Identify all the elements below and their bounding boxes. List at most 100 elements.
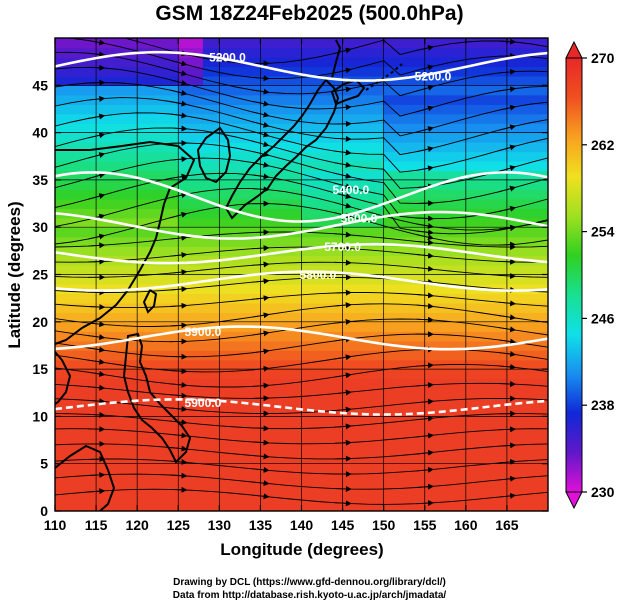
streamline-arrow <box>252 100 270 107</box>
streamline-arrow <box>498 326 517 333</box>
streamline-arrow <box>498 144 517 152</box>
streamline-arrow <box>252 348 270 355</box>
y-tick-label: 0 <box>40 503 48 519</box>
streamline-arrow <box>498 68 517 75</box>
streamline-arrow <box>416 105 434 113</box>
x-tick-label: 145 <box>331 517 355 533</box>
y-tick-label: 30 <box>32 219 48 235</box>
streamline-arrow <box>252 278 270 285</box>
grid-lines <box>55 38 548 511</box>
streamline <box>55 488 548 505</box>
height-contour-line <box>55 50 548 82</box>
streamline-arrow <box>416 64 434 71</box>
streamline-arrow <box>416 449 434 456</box>
x-tick-label: 155 <box>413 517 437 533</box>
coastline-indochina <box>55 351 72 405</box>
streamline-arrow <box>416 500 434 507</box>
streamline-arrow <box>87 233 106 240</box>
streamline-arrow <box>252 186 270 193</box>
x-tick-label: 130 <box>208 517 232 533</box>
streamline-arrow <box>169 432 188 439</box>
streamline <box>55 458 548 475</box>
streamline-arrow <box>334 67 352 74</box>
streamline-arrow <box>334 259 352 266</box>
streamline-arrow <box>416 252 434 259</box>
streamline-arrow <box>87 411 106 418</box>
streamline-arrow <box>416 415 434 422</box>
streamline-arrow <box>169 286 188 293</box>
streamline-arrow <box>87 398 106 405</box>
contour-label: 5400.0 <box>332 183 369 197</box>
streamline-arrow <box>498 124 517 131</box>
streamline-arrow <box>169 252 188 258</box>
coastline <box>55 39 403 511</box>
streamline-arrow <box>416 466 434 473</box>
streamline-arrow <box>252 150 270 158</box>
streamline-arrow <box>416 265 434 272</box>
streamline-arrow <box>416 483 434 490</box>
streamline <box>55 303 548 327</box>
streamline <box>55 397 548 415</box>
streamline-arrow <box>498 273 517 279</box>
x-tick-label: 115 <box>85 517 108 533</box>
streamline-arrow <box>169 486 188 493</box>
streamline-arrow <box>416 126 434 133</box>
streamline-arrow <box>416 316 434 323</box>
streamline-arrow <box>87 303 106 310</box>
streamline <box>55 363 548 388</box>
streamline-arrow <box>87 384 106 391</box>
streamline-arrow <box>498 241 517 248</box>
streamline-arrow <box>334 302 352 309</box>
streamline-arrow <box>416 146 434 153</box>
streamline-arrow <box>498 380 517 387</box>
y-tick-label: 45 <box>32 77 48 93</box>
streamline <box>55 318 548 343</box>
streamline-arrow <box>87 321 106 328</box>
streamline-arrow <box>416 165 434 172</box>
streamline-arrow <box>169 125 188 132</box>
streamline-arrow <box>87 370 106 377</box>
x-tick-label: 150 <box>372 517 396 533</box>
streamline-arrow <box>498 458 517 465</box>
streamline-arrow <box>498 205 517 212</box>
streamline-arrow <box>88 29 104 33</box>
y-tick-label: 5 <box>40 456 48 472</box>
streamline-arrow <box>334 406 352 413</box>
streamline-arrow <box>87 152 106 159</box>
streamline-arrow <box>87 172 106 180</box>
streamline-arrow <box>498 165 517 172</box>
streamline-arrow <box>334 172 352 179</box>
streamline-arrow <box>169 406 188 413</box>
streamline-arrow <box>252 365 270 372</box>
streamline-arrow <box>252 121 270 128</box>
streamline <box>55 112 548 173</box>
streamline-arrow <box>87 51 106 58</box>
streamline-arrow <box>498 338 517 345</box>
streamline <box>55 333 548 358</box>
streamline-arrow <box>416 292 434 299</box>
height-contour-line <box>55 210 548 240</box>
streamline-arrow <box>169 59 188 67</box>
streamline-arrow <box>169 112 188 119</box>
colorbar-tick-label: 254 <box>591 224 615 240</box>
streamline-arrow <box>416 200 434 207</box>
x-tick-label: 135 <box>249 517 273 533</box>
x-axis-ticks: 110 115 120 125 130 135 140 145 150 155 160 165 <box>44 38 519 533</box>
contour-label: 5900.0 <box>185 325 222 339</box>
streamline <box>55 261 548 278</box>
colorbar-strip <box>565 57 583 493</box>
streamline-arrow <box>252 75 270 82</box>
streamline-arrow <box>334 354 352 361</box>
streamline-arrow <box>169 89 188 96</box>
streamline-arrow <box>252 493 270 500</box>
colorbar-tick-label: 230 <box>591 484 615 500</box>
streamline-arrow <box>252 173 270 180</box>
contour-label: 5200.0 <box>209 51 246 65</box>
streamline-arrow <box>252 453 270 460</box>
contour-label: 5800.0 <box>300 268 337 282</box>
streamline-arrow <box>416 222 434 229</box>
streamline-arrow <box>252 480 270 487</box>
map-title: GSM 18Z24Feb2025 (500.0hPa) <box>155 2 464 25</box>
x-tick-label: 140 <box>290 517 314 533</box>
streamline-arrow <box>334 135 352 142</box>
